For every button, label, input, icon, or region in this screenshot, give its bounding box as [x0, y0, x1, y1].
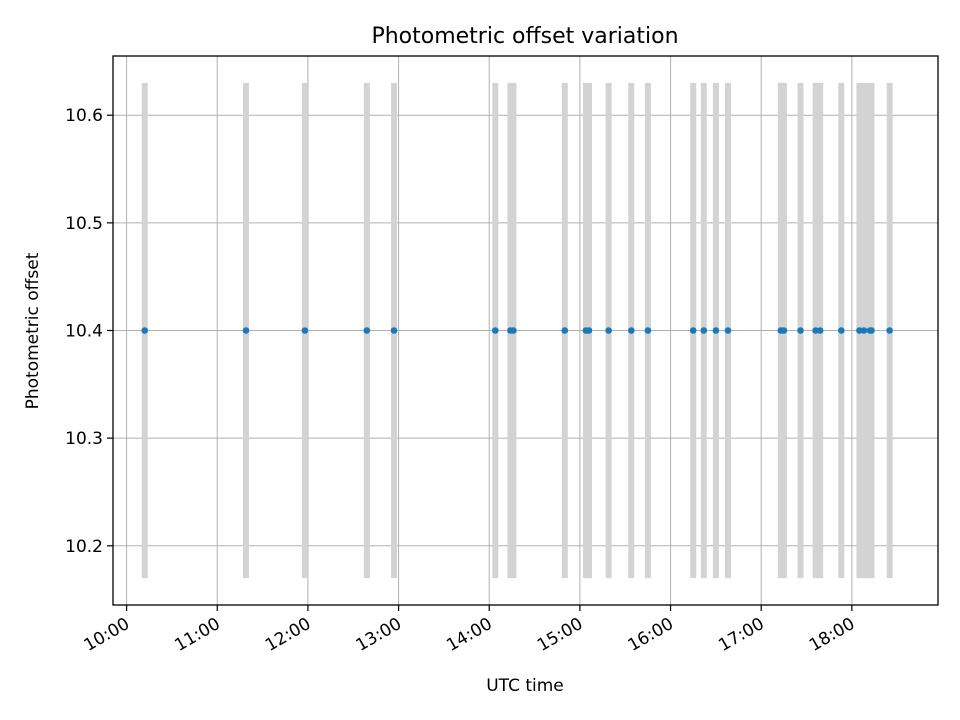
y-tick-label: 10.2	[65, 537, 103, 557]
data-point	[605, 327, 612, 334]
y-tick-label: 10.5	[65, 214, 103, 234]
data-point	[816, 327, 824, 334]
data-point	[141, 327, 149, 334]
data-point	[856, 327, 863, 334]
data-point	[780, 327, 788, 334]
y-tick-label: 10.3	[65, 429, 103, 449]
y-axis-label: Photometric offset	[23, 252, 43, 409]
data-point	[712, 327, 720, 334]
data-point	[644, 327, 652, 334]
data-point	[689, 327, 697, 334]
data-point	[510, 327, 517, 334]
data-points	[141, 327, 893, 334]
data-point	[390, 327, 398, 334]
data-point	[700, 327, 708, 334]
data-point	[627, 327, 635, 334]
data-point	[561, 327, 569, 334]
data-point	[860, 327, 868, 334]
data-point	[585, 327, 593, 334]
y-axis-ticks: 10.2 10.3 10.4 10.5 10.6	[65, 106, 113, 557]
data-point	[797, 327, 804, 334]
data-point	[724, 327, 732, 334]
data-point	[868, 327, 875, 334]
data-point	[301, 327, 309, 334]
data-point	[242, 327, 250, 334]
data-point	[886, 327, 893, 334]
data-point	[491, 327, 499, 334]
chart-title: Photometric offset variation	[371, 24, 678, 49]
data-point	[812, 327, 819, 334]
data-point	[837, 327, 845, 334]
data-point	[363, 327, 371, 334]
y-tick-label: 10.6	[65, 106, 103, 126]
x-axis-label: UTC time	[486, 676, 564, 696]
y-tick-label: 10.4	[65, 322, 103, 342]
